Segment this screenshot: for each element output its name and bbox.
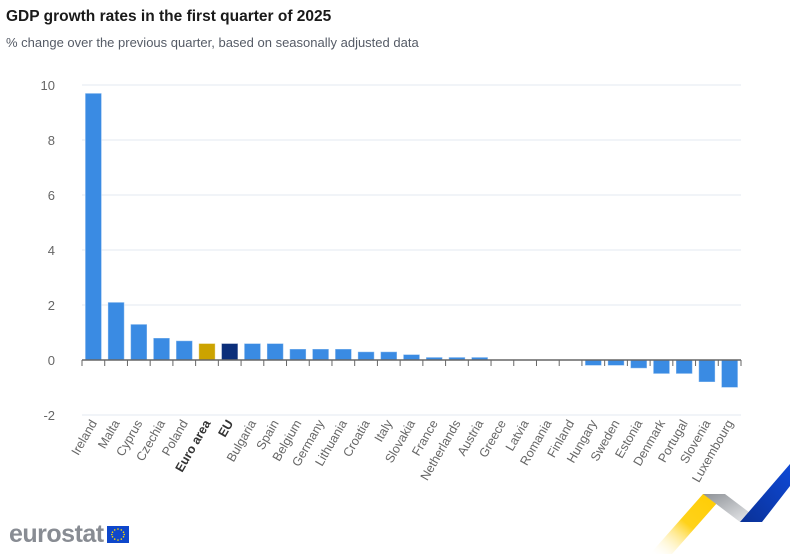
bar-poland[interactable] [175,340,193,361]
bar-germany[interactable] [311,348,330,361]
y-tick-label: 2 [48,298,55,313]
eu-flag-icon [106,526,129,543]
bar-portugal[interactable] [675,359,693,375]
bar-croatia[interactable] [357,351,375,361]
bar-estonia[interactable] [630,359,648,369]
chart-title: GDP growth rates in the first quarter of… [6,8,332,25]
bar-cyprus[interactable] [130,323,148,361]
y-axis: 10 8 6 4 2 0 -2 [41,78,55,423]
bar-czechia[interactable] [152,337,171,361]
decorative-ribbon-icon [650,464,790,554]
bar-slovenia[interactable] [698,359,716,383]
gridlines [82,84,741,416]
bar-belgium[interactable] [289,348,307,361]
bar-eu[interactable] [221,343,239,361]
bar-hungary[interactable] [584,359,602,366]
bar-lithuania[interactable] [334,348,353,361]
bar-malta[interactable] [107,301,125,361]
bar-luxembourg[interactable] [720,359,739,388]
y-tick-label: 6 [48,188,55,203]
y-tick-label: -2 [43,408,55,423]
bar-euro-area[interactable] [198,343,216,361]
x-tick-label: Ireland [69,417,100,457]
bar-spain[interactable] [266,343,284,361]
bar-bulgaria[interactable] [243,343,262,361]
y-tick-label: 10 [41,78,55,93]
chart-subtitle: % change over the previous quarter, base… [6,35,419,50]
logo-text: eurostat [9,520,104,548]
y-tick-label: 4 [48,243,55,258]
y-tick-label: 8 [48,133,55,148]
bar-sweden[interactable] [607,359,625,366]
bars [84,92,739,388]
eurostat-logo: eurostat [9,522,129,547]
bar-ireland[interactable] [84,92,103,361]
bar-slovakia[interactable] [402,354,421,361]
bar-italy[interactable] [380,351,398,361]
x-tick-label: EU [215,418,236,440]
y-tick-label: 0 [48,353,55,368]
bar-denmark[interactable] [652,359,671,375]
bar-chart: 10 8 6 4 2 0 -2 IrelandMaltaCyprusCzechiaPolan… [41,78,742,485]
